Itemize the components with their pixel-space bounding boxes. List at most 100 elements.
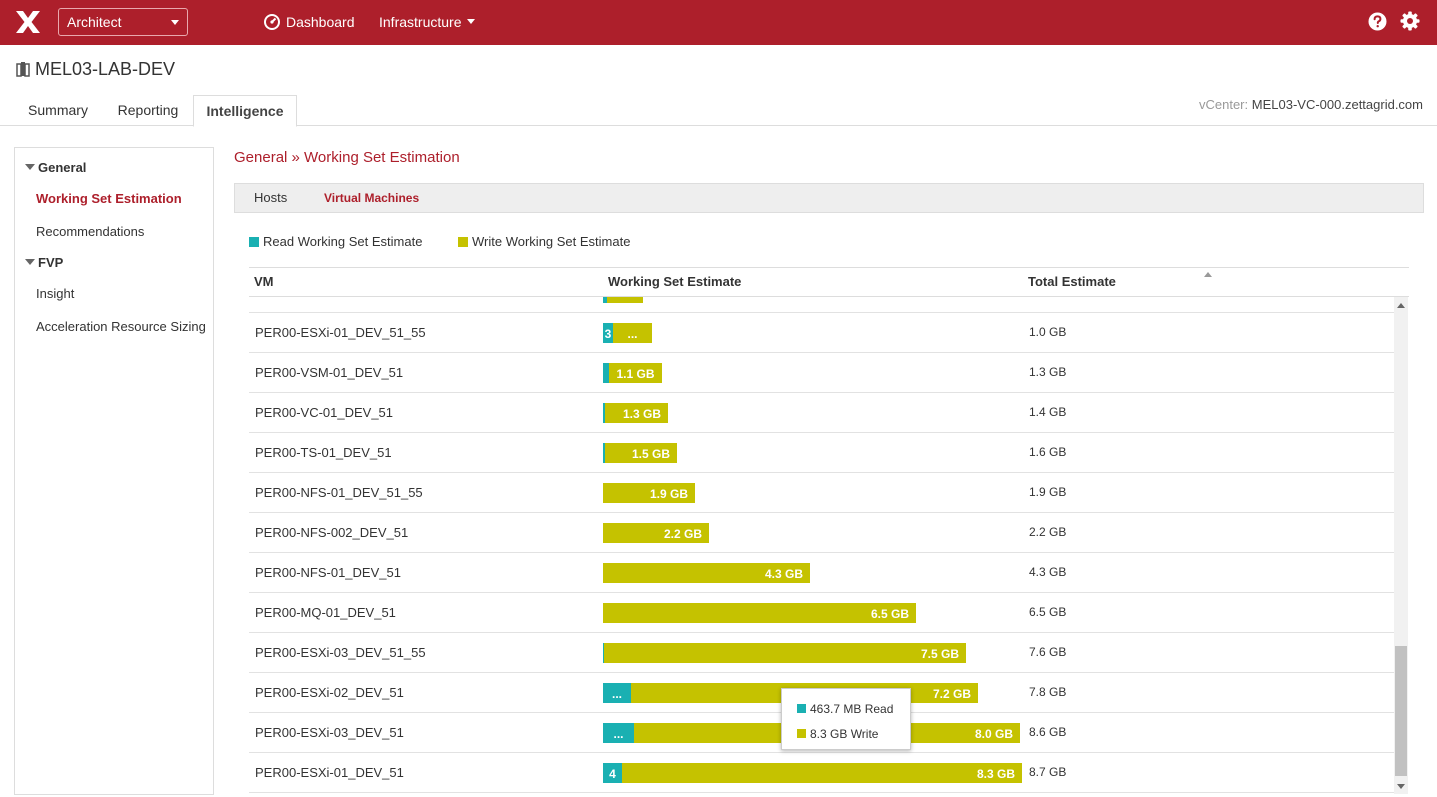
column-header-vm[interactable]: VM — [254, 274, 274, 289]
bar-segment-write: 8.3 GB — [622, 763, 1022, 783]
total-estimate-cell: 7.6 GB — [1029, 645, 1067, 659]
scrollbar-thumb[interactable] — [1395, 646, 1407, 776]
sidebar-group-label: General — [38, 160, 87, 175]
page-title: MEL03-LAB-DEV — [16, 58, 175, 80]
table-row: PER00-VC-01_DEV_51 1.3 GB 1.4 GB — [249, 393, 1394, 433]
tooltip-write-text: 8.3 GB Write — [810, 727, 879, 741]
bar-segment-write: 1.1 GB — [609, 363, 662, 383]
legend-label: Write Working Set Estimate — [472, 234, 631, 249]
cluster-icon — [16, 62, 30, 77]
sidebar-item-recommendations[interactable]: Recommendations — [36, 224, 145, 239]
table-scrollbar[interactable] — [1394, 297, 1408, 794]
total-estimate-cell: 7.8 GB — [1029, 685, 1067, 699]
table-row: PER00-NFS-01_DEV_51_55 1.9 GB 1.9 GB — [249, 473, 1394, 513]
bar-segment-write: 6.5 GB — [603, 603, 916, 623]
subtab-hosts[interactable]: Hosts — [254, 190, 288, 205]
bar-segment-read — [603, 363, 609, 383]
vm-name-cell[interactable]: PER00-ESXi-01_DEV_51_55 — [255, 325, 426, 340]
total-estimate-cell: 8.7 GB — [1029, 765, 1067, 779]
table-row: PER00-ESXi-01_DEV_51_55 3... 1.0 GB — [249, 313, 1394, 353]
tab-summary[interactable]: Summary — [28, 102, 88, 118]
sidebar-group-fvp[interactable]: FVP — [25, 255, 63, 271]
chevron-down-icon — [467, 19, 476, 24]
column-header-total[interactable]: Total Estimate — [1028, 274, 1116, 289]
bar-segment-read: ... — [603, 683, 631, 703]
legend-swatch-read — [249, 237, 259, 247]
table-row: PER00-TS-01_DEV_51 1.5 GB 1.6 GB — [249, 433, 1394, 473]
vm-name-cell[interactable]: PER00-NFS-01_DEV_51_55 — [255, 485, 423, 500]
total-estimate-cell: 8.6 GB — [1029, 725, 1067, 739]
vm-name-cell[interactable]: PER00-NFS-002_DEV_51 — [255, 525, 409, 540]
vcenter-info: vCenter: MEL03-VC-000.zettagrid.com — [1199, 97, 1423, 113]
subtab-virtual-machines[interactable]: Virtual Machines — [324, 191, 420, 205]
bar-segment-read: 3 — [603, 323, 613, 343]
gear-icon[interactable] — [1400, 11, 1420, 31]
vm-name-cell[interactable]: PER00-TS-01_DEV_51 — [255, 445, 392, 460]
vm-table: VM Working Set Estimate Total Estimate P… — [249, 267, 1409, 794]
sort-ascending-icon[interactable] — [1204, 272, 1212, 277]
tooltip-swatch-read — [797, 704, 806, 713]
table-row: PER00-MQ-01_DEV_51 6.5 GB 6.5 GB — [249, 593, 1394, 633]
total-estimate-cell: 1.0 GB — [1029, 325, 1067, 339]
legend-swatch-write — [458, 237, 468, 247]
column-header-working-set[interactable]: Working Set Estimate — [608, 274, 742, 289]
breadcrumb: General » Working Set Estimation — [234, 149, 460, 166]
vm-name-cell[interactable]: PER00-ESXi-03_DEV_51 — [255, 725, 404, 740]
table-row: PER00-VSM-01_DEV_51 1.1 GB 1.3 GB — [249, 353, 1394, 393]
tooltip-write-line: 8.3 GB Write — [797, 727, 878, 741]
bar-segment-write: 7.5 GB — [604, 643, 966, 663]
main-tabs: Summary Reporting Intelligence — [0, 95, 1437, 127]
sidebar: General Working Set Estimation Recommend… — [14, 147, 214, 795]
help-icon[interactable] — [1368, 12, 1387, 31]
table-row: PER00-NFS-002_DEV_51 2.2 GB 2.2 GB — [249, 513, 1394, 553]
scroll-up-arrow-icon[interactable] — [1397, 303, 1405, 308]
chevron-down-icon — [171, 20, 179, 25]
pernixdata-logo-icon[interactable] — [14, 9, 42, 35]
top-navbar: Architect Dashboard Infrastructure — [0, 0, 1437, 45]
table-row: PER00-NFS-01_DEV_51 4.3 GB 4.3 GB — [249, 553, 1394, 593]
sidebar-item-working-set-estimation[interactable]: Working Set Estimation — [36, 191, 182, 206]
bar-segment-write: 2.2 GB — [603, 523, 709, 543]
vcenter-value: MEL03-VC-000.zettagrid.com — [1251, 97, 1423, 112]
nav-dashboard-label: Dashboard — [286, 14, 355, 30]
total-estimate-cell: 1.3 GB — [1029, 365, 1067, 379]
bar-segment-write: ... — [613, 323, 652, 343]
legend-item-write[interactable]: Write Working Set Estimate — [458, 234, 630, 250]
bar-segment-write: 4.3 GB — [603, 563, 810, 583]
sidebar-group-general[interactable]: General — [25, 160, 86, 176]
table-body: PER00-ESXi-01_DEV_51_55 3... 1.0 GB PER00-V… — [249, 297, 1394, 794]
tooltip-read-text: 463.7 MB Read — [810, 702, 894, 716]
vm-name-cell[interactable]: PER00-ESXi-02_DEV_51 — [255, 685, 404, 700]
vm-name-cell[interactable]: PER00-MQ-01_DEV_51 — [255, 605, 396, 620]
bar-segment-write: 1.3 GB — [605, 403, 668, 423]
vm-name-cell[interactable]: PER00-ESXi-01_DEV_51 — [255, 765, 404, 780]
scroll-down-arrow-icon[interactable] — [1397, 784, 1405, 789]
vm-name-cell[interactable]: PER00-VC-01_DEV_51 — [255, 405, 394, 420]
vm-name-cell[interactable]: PER00-NFS-01_DEV_51 — [255, 565, 401, 580]
bar-tooltip: 463.7 MB Read 8.3 GB Write — [781, 688, 911, 750]
subtabs: Hosts Virtual Machines — [234, 183, 1424, 213]
bar-segment-read: ... — [603, 723, 634, 743]
nav-infrastructure-label: Infrastructure — [379, 14, 462, 30]
legend-label: Read Working Set Estimate — [263, 234, 423, 249]
vm-name-cell[interactable]: PER00-ESXi-03_DEV_51_55 — [255, 645, 426, 660]
tab-reporting[interactable]: Reporting — [117, 102, 179, 118]
bar-segment-write: 1.9 GB — [603, 483, 695, 503]
sidebar-item-acceleration-resource-sizing[interactable]: Acceleration Resource Sizing — [36, 319, 206, 334]
tab-intelligence[interactable]: Intelligence — [193, 95, 297, 127]
bar-segment-read — [603, 443, 605, 463]
nav-infrastructure[interactable]: Infrastructure — [379, 12, 476, 32]
nav-dashboard[interactable]: Dashboard — [263, 12, 355, 32]
page-title-text: MEL03-LAB-DEV — [35, 59, 176, 79]
bar-segment-read — [603, 297, 607, 303]
tooltip-read-line: 463.7 MB Read — [797, 702, 893, 716]
legend-item-read[interactable]: Read Working Set Estimate — [249, 234, 422, 250]
total-estimate-cell: 2.2 GB — [1029, 525, 1067, 539]
speedometer-icon — [264, 14, 280, 30]
bar-segment-read — [603, 643, 604, 663]
vm-name-cell[interactable]: PER00-VSM-01_DEV_51 — [255, 365, 404, 380]
bar-segment-read — [603, 403, 605, 423]
total-estimate-cell: 1.4 GB — [1029, 405, 1067, 419]
app-selector[interactable]: Architect — [58, 8, 188, 36]
sidebar-item-insight[interactable]: Insight — [36, 286, 75, 301]
